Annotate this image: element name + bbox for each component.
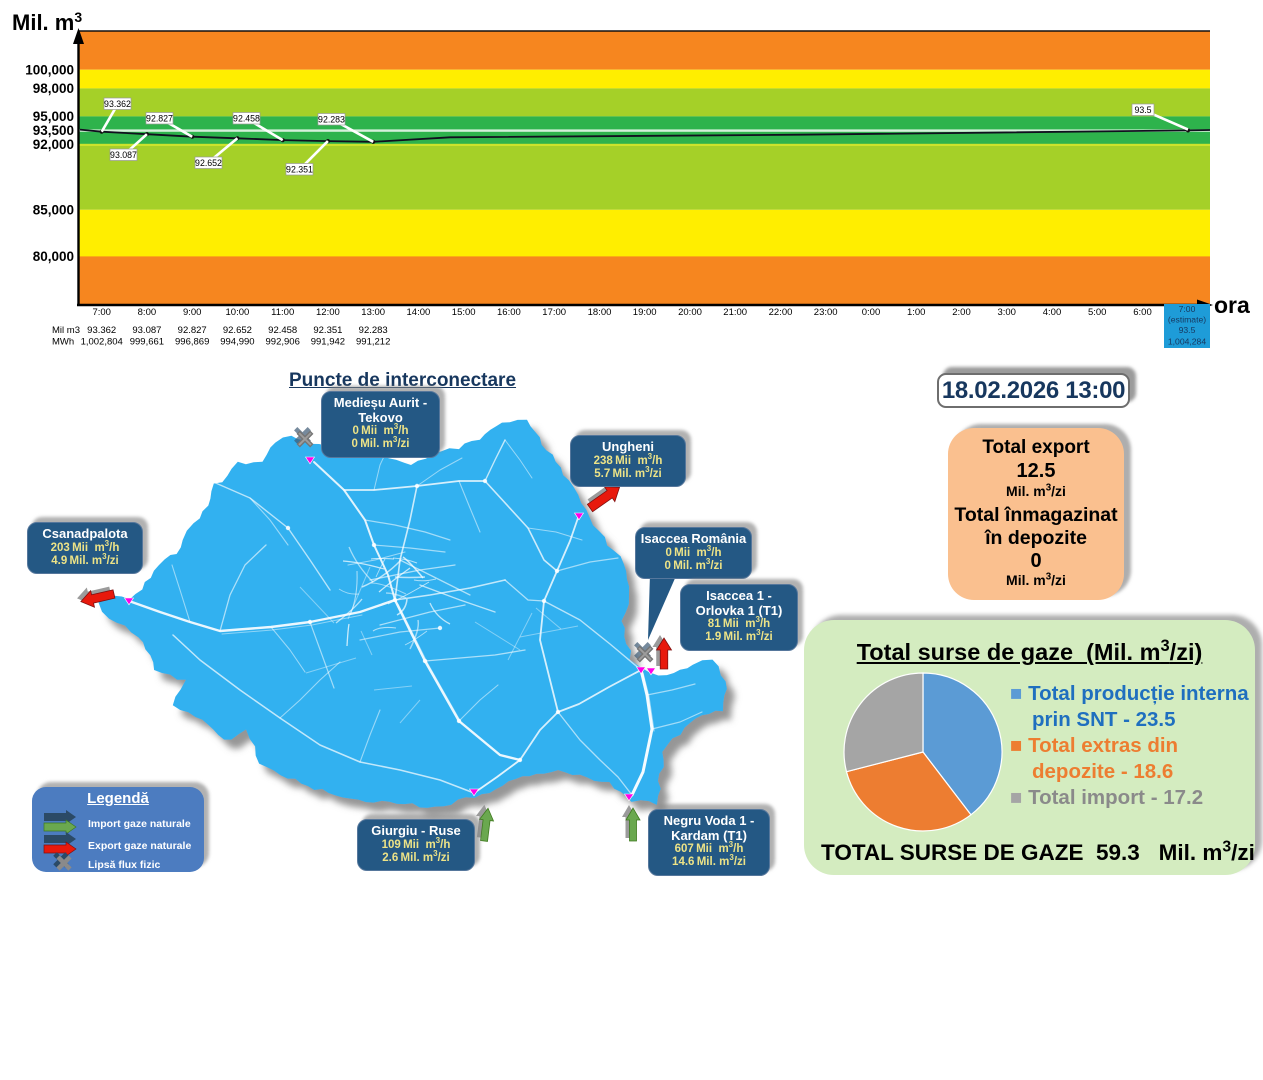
- svg-text:19:00: 19:00: [633, 307, 657, 318]
- svg-text:10:00: 10:00: [226, 307, 250, 318]
- svg-text:2:00: 2:00: [952, 307, 971, 318]
- svg-text:92.827: 92.827: [178, 325, 207, 336]
- svg-text:98,000: 98,000: [33, 81, 74, 96]
- svg-text:93.087: 93.087: [110, 150, 137, 160]
- svg-text:4:00: 4:00: [1043, 307, 1062, 318]
- svg-text:ora: ora: [1214, 292, 1250, 318]
- svg-text:991,212: 991,212: [356, 337, 390, 348]
- svg-text:16:00: 16:00: [497, 307, 521, 318]
- svg-text:996,869: 996,869: [175, 337, 209, 348]
- svg-text:(estimate): (estimate): [1168, 315, 1206, 325]
- svg-text:100,000: 100,000: [25, 63, 74, 78]
- svg-text:80,000: 80,000: [33, 249, 74, 264]
- svg-text:93.362: 93.362: [104, 99, 131, 109]
- svg-text:Mil m3: Mil m3: [52, 325, 80, 336]
- svg-text:21:00: 21:00: [723, 307, 747, 318]
- svg-text:6:00: 6:00: [1133, 307, 1152, 318]
- svg-text:Export gaze naturale: Export gaze naturale: [88, 840, 191, 852]
- svg-text:92.351: 92.351: [286, 164, 313, 174]
- svg-text:85,000: 85,000: [33, 203, 74, 218]
- svg-text:93.087: 93.087: [132, 325, 161, 336]
- svg-text:95,000: 95,000: [33, 109, 74, 124]
- svg-text:1,002,804: 1,002,804: [81, 337, 123, 348]
- svg-text:7:00: 7:00: [1179, 304, 1196, 314]
- svg-text:7:00: 7:00: [92, 307, 111, 318]
- svg-text:MWh: MWh: [52, 337, 74, 348]
- svg-text:93,500: 93,500: [33, 123, 74, 138]
- svg-text:8:00: 8:00: [138, 307, 157, 318]
- svg-text:1,004,284: 1,004,284: [1168, 337, 1206, 347]
- svg-text:Lipsă flux fizic: Lipsă flux fizic: [88, 859, 161, 871]
- svg-text:3:00: 3:00: [997, 307, 1016, 318]
- svg-text:14:00: 14:00: [407, 307, 431, 318]
- svg-text:92.652: 92.652: [195, 158, 222, 168]
- svg-text:22:00: 22:00: [769, 307, 793, 318]
- svg-text:92.283: 92.283: [359, 325, 388, 336]
- svg-text:18:00: 18:00: [588, 307, 612, 318]
- svg-text:11:00: 11:00: [271, 307, 294, 318]
- svg-text:93.362: 93.362: [87, 325, 116, 336]
- svg-text:994,990: 994,990: [220, 337, 254, 348]
- svg-text:13:00: 13:00: [361, 307, 385, 318]
- svg-text:5:00: 5:00: [1088, 307, 1107, 318]
- svg-text:93.5: 93.5: [1179, 325, 1196, 335]
- svg-text:991,942: 991,942: [311, 337, 345, 348]
- svg-text:12:00: 12:00: [316, 307, 340, 318]
- svg-text:23:00: 23:00: [814, 307, 838, 318]
- svg-text:Mil. m3: Mil. m3: [12, 9, 82, 35]
- svg-text:92,000: 92,000: [33, 137, 74, 152]
- svg-text:992,906: 992,906: [266, 337, 300, 348]
- svg-text:9:00: 9:00: [183, 307, 202, 318]
- svg-text:92.283: 92.283: [318, 114, 345, 124]
- svg-text:20:00: 20:00: [678, 307, 702, 318]
- svg-text:0:00: 0:00: [862, 307, 881, 318]
- svg-text:1:00: 1:00: [907, 307, 926, 318]
- svg-text:93.5: 93.5: [1134, 105, 1151, 115]
- svg-text:15:00: 15:00: [452, 307, 476, 318]
- svg-text:Import gaze naturale: Import gaze naturale: [88, 818, 191, 830]
- svg-text:92.351: 92.351: [313, 325, 342, 336]
- svg-text:92.827: 92.827: [146, 113, 173, 123]
- svg-text:92.458: 92.458: [268, 325, 297, 336]
- svg-text:92.652: 92.652: [223, 325, 252, 336]
- svg-text:92.458: 92.458: [233, 113, 260, 123]
- svg-text:999,661: 999,661: [130, 337, 164, 348]
- svg-text:17:00: 17:00: [542, 307, 566, 318]
